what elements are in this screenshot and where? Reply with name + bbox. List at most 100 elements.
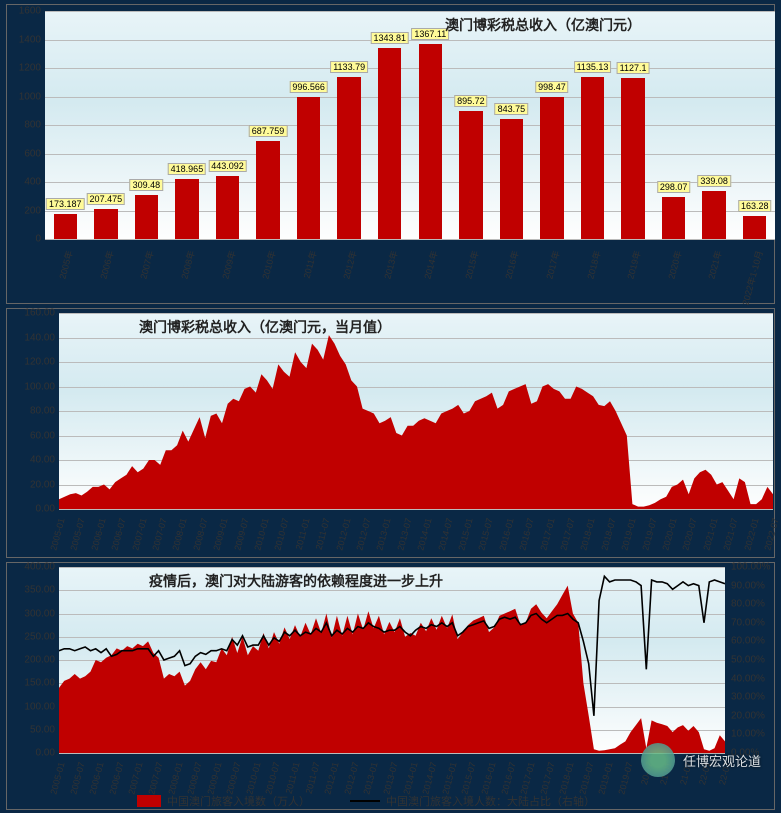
x-tick-label: 2011-01 [293,517,311,551]
x-tick-label: 2016-07 [518,517,536,551]
x-tick-label: 2012-01 [323,761,341,795]
x-tick-label: 2012-07 [354,517,372,551]
x-tick-label: 2011-07 [303,761,321,795]
x-tick-label: 2022-07 [762,517,780,551]
x-tick-label: 2022-01 [742,517,760,551]
bar-value-label: 173.187 [46,198,85,210]
bar-value-label: 339.08 [697,175,731,187]
y2-tick-label: 80.00% [731,599,765,610]
legend-swatch-icon [137,795,161,807]
x-tick-label: 2012-07 [342,761,360,795]
y-tick-label: 1200 [11,63,41,74]
bar [702,191,726,239]
y-tick-label: 150.00 [11,678,55,689]
y2-tick-label: 60.00% [731,636,765,647]
watermark-text: 任博宏观论道 [683,751,761,770]
x-tick-label: 2013年 [380,249,400,280]
x-tick-label: 2011-07 [314,517,332,551]
svg-visitors [59,567,725,753]
bar [337,77,361,239]
x-tick-label: 2014-01 [416,517,434,551]
x-tick-label: 2005-01 [48,517,66,551]
y-tick-label: 20.00 [11,479,55,490]
x-tick-label: 2006-01 [89,517,107,551]
x-tick-label: 2014-07 [421,761,439,795]
watermark-icon [641,743,675,777]
x-tick-label: 2017-07 [558,517,576,551]
bar [216,176,240,239]
y2-tick-label: 20.00% [731,710,765,721]
legend-item-ratio: 中国澳门旅客入境人数：大陆占比（右轴） [350,793,595,809]
x-tick-label: 2008-01 [171,517,189,551]
x-tick-label: 2013-07 [381,761,399,795]
x-tick-label: 2009-07 [225,761,243,795]
x-tick-label: 2010-01 [252,517,270,551]
x-tick-label: 2019-01 [620,517,638,551]
x-tick-label: 2006-01 [88,761,106,795]
bar [500,119,524,239]
y-tick-label: 120.00 [11,357,55,368]
x-tick-label: 2018-01 [579,517,597,551]
bar-value-label: 687.759 [249,125,288,137]
x-tick-label: 2007-01 [127,761,145,795]
bar-value-label: 207.475 [87,193,126,205]
x-tick-label: 2008-07 [191,517,209,551]
chart-title-3: 疫情后，澳门对大陆游客的依赖程度进一步上升 [149,571,443,591]
bar-value-label: 998.47 [535,81,569,93]
y-tick-label: 0.00 [11,504,55,515]
bar-value-label: 1133.79 [330,61,368,73]
bar-value-label: 895.72 [454,95,488,107]
x-tick-label: 2013-07 [395,517,413,551]
x-tick-label: 2006-07 [107,761,125,795]
x-tick-label: 2009-07 [232,517,250,551]
x-tick-label: 2009年 [218,249,238,280]
x-tick-label: 2019-07 [640,517,658,551]
x-tick-label: 2020年 [664,249,684,280]
x-tick-label: 2015-01 [440,761,458,795]
y2-tick-label: 40.00% [731,673,765,684]
bar [297,97,321,239]
y-tick-label: 160.00 [11,308,55,319]
x-tick-label: 2010-07 [264,761,282,795]
x-tick-label: 2016-01 [497,517,515,551]
panel-bar-annual: 澳门博彩税总收入（亿澳门元） 173.187207.475309.48418.9… [6,4,775,304]
y-tick-label: 400 [11,177,41,188]
y-tick-label: 50.00 [11,724,55,735]
x-tick-label: 2013-01 [362,761,380,795]
x-tick-label: 2008-07 [186,761,204,795]
bar [54,214,78,239]
legend-label-ratio: 中国澳门旅客入境人数：大陆占比（右轴） [386,793,595,809]
bar [378,48,402,239]
chart-title-2: 澳门博彩税总收入（亿澳门元，当月值） [139,317,391,337]
legend-item-visitors: 中国澳门旅客入境数（万人） [137,793,310,809]
x-tick-label: 2015年 [461,249,481,280]
x-tick-label: 2019年 [624,249,644,280]
bar-value-label: 996.566 [289,81,328,93]
x-tick-label: 2018年 [583,249,603,280]
y-tick-label: 250.00 [11,631,55,642]
x-tick-label: 2010-01 [244,761,262,795]
y-tick-label: 200.00 [11,655,55,666]
x-tick-label: 2013-01 [375,517,393,551]
bar-value-label: 1135.13 [574,61,612,73]
x-tick-label: 2021年 [705,249,725,280]
x-tick-label: 2014-07 [436,517,454,551]
plot-area-1: 澳门博彩税总收入（亿澳门元） 173.187207.475309.48418.9… [45,11,775,239]
bar [581,77,605,239]
bar-value-label: 1367.11 [411,28,449,40]
bar [662,197,686,239]
y2-tick-label: 30.00% [731,692,765,703]
x-tick-label: 2005-07 [68,761,86,795]
x-tick-label: 2016-01 [479,761,497,795]
y-tick-label: 1600 [11,6,41,17]
bar-value-label: 163.28 [738,200,772,212]
x-tick-label: 2021-01 [701,517,719,551]
x-tick-label: 2005-07 [69,517,87,551]
bar [459,111,483,239]
bar [540,97,564,239]
x-tick-label: 2008年 [177,249,197,280]
y-tick-label: 80.00 [11,406,55,417]
x-tick-label: 2014-01 [401,761,419,795]
y2-tick-label: 10.00% [731,729,765,740]
bar [256,141,280,239]
